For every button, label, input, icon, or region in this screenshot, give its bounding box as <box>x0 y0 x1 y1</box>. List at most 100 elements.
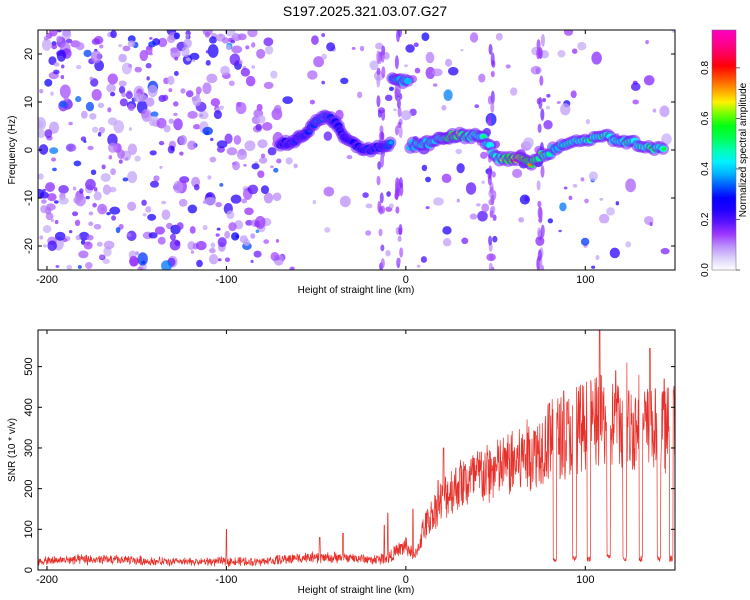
spectrogram-cell <box>118 85 126 94</box>
figure-title: S197.2025.321.03.07.G27 <box>283 3 447 19</box>
spectrogram-cell <box>489 254 494 261</box>
spectrogram-cell <box>400 110 412 121</box>
spectrogram-cell <box>122 177 129 182</box>
spectrogram-cell <box>251 42 256 48</box>
spectrogram-cell <box>215 233 220 237</box>
spectrogram-cell <box>245 219 253 226</box>
spectrogram-cell <box>263 239 270 244</box>
spectrogram-cell <box>42 188 46 193</box>
spectrogram-cell <box>340 77 349 85</box>
spectrogram-cell <box>233 32 238 38</box>
spectrogram-cell <box>50 91 54 96</box>
spectrogram-cell <box>47 193 57 202</box>
spectrogram-cell <box>85 101 95 112</box>
spectrogram-cell <box>139 49 149 62</box>
spectrogram-cell <box>118 43 123 48</box>
spectrogram-cell <box>159 165 163 169</box>
spectrogram-cell <box>65 143 77 152</box>
spectrogram-cell <box>59 101 67 108</box>
spectrogram-cell <box>89 112 97 120</box>
spectrogram-cell <box>396 98 401 109</box>
spectrogram-cell <box>102 258 110 265</box>
spectrogram-cell <box>661 133 672 145</box>
spectrogram-cell <box>205 197 216 206</box>
spectrogram-cell <box>138 94 148 102</box>
spectrogram-cell <box>173 32 181 40</box>
spectrogram-cell <box>495 32 503 41</box>
colorbar-tick-label: 0.8 <box>700 61 711 75</box>
spectrogram-cell <box>377 56 382 65</box>
spectrogram-cell <box>540 224 545 238</box>
spectrogram-cell <box>58 185 69 194</box>
spectrogram-cell <box>394 55 399 70</box>
spectrogram-cell <box>660 247 670 255</box>
spectrogram-cell <box>213 110 222 120</box>
spectrogram-cell <box>97 102 105 108</box>
spectrogram-cell <box>118 80 127 87</box>
spectrogram-cell <box>166 35 176 44</box>
spectrogram-cell <box>490 90 495 105</box>
spectrogram-cell <box>512 168 523 178</box>
spectrogram-cell <box>224 257 231 263</box>
spectrogram-cell <box>219 183 224 187</box>
spectrogram-cell <box>142 213 147 217</box>
spectrogram-cell <box>226 210 235 220</box>
snr-series-line <box>37 329 676 568</box>
spectrogram-cell <box>178 135 187 146</box>
spectrogram-cell <box>509 87 518 96</box>
spectrogram-cell <box>217 258 222 262</box>
spectrogram-cell <box>149 36 153 40</box>
spectrogram-cell <box>505 64 511 69</box>
spectrogram-cell <box>149 150 157 156</box>
spectrogram-cell <box>416 264 421 268</box>
spectrogram-cell <box>444 58 452 67</box>
spectrogram-cell <box>393 108 397 112</box>
spectrogram-cell <box>378 228 383 237</box>
spectrogram-cell <box>273 167 279 173</box>
snr-y-tick-label: 400 <box>23 398 35 416</box>
spectrogram-cell <box>65 38 73 44</box>
spectrogram-cell <box>261 121 273 131</box>
spectrogram-cell <box>102 184 111 195</box>
spectrogram-cell <box>399 247 404 258</box>
spectrogram-cell <box>260 153 266 159</box>
spectrogram-cell <box>100 207 105 211</box>
spectrogram-cell <box>209 36 217 44</box>
spectrogram-cell <box>244 207 254 216</box>
spectrogram-cell <box>118 159 123 164</box>
spectrogram-cell <box>97 132 102 137</box>
spectrogram-cell <box>53 200 59 204</box>
spectrogram-cell <box>209 156 217 163</box>
spectrogram-cell <box>207 44 219 58</box>
spectrogram-cell <box>289 266 295 270</box>
spectrogram-cell <box>625 178 637 193</box>
spectrogram-cell <box>441 104 447 111</box>
spectrogram-cell <box>346 154 353 160</box>
spectrogram-cell <box>571 48 578 54</box>
spectrogram-cell <box>263 192 274 204</box>
spectrogram-cell <box>196 259 203 268</box>
spectrogram-cell <box>180 88 186 94</box>
spectrogram-cell <box>115 227 121 234</box>
snr-y-tick-label: 0 <box>23 567 35 573</box>
spectrogram-cell <box>478 73 486 83</box>
spectrogram-cell <box>39 191 49 199</box>
spectrogram-cell <box>202 224 208 231</box>
spectrogram-cell <box>537 227 542 238</box>
snr-x-axis: -200 -100 0 100 <box>36 330 594 586</box>
spectrogram-cell <box>580 237 590 246</box>
spectrogram-cell <box>216 227 221 231</box>
snr-y-tick-label: 300 <box>23 439 35 457</box>
spectrogram-cell <box>117 149 125 159</box>
spectrogram-y-tick-label: 0 <box>23 147 35 153</box>
spectrogram-cell <box>56 49 67 62</box>
spectrogram-cell <box>185 33 190 39</box>
spectrogram-cell <box>380 49 385 63</box>
spectrogram-cell <box>245 75 256 87</box>
spectrogram-cell <box>365 203 373 209</box>
spectrogram-cell <box>264 45 274 55</box>
spectrogram-cell <box>405 44 415 53</box>
spectrogram-cell <box>40 205 48 214</box>
snr-y-tick-label: 100 <box>23 520 35 538</box>
spectrogram-cell <box>128 64 133 68</box>
